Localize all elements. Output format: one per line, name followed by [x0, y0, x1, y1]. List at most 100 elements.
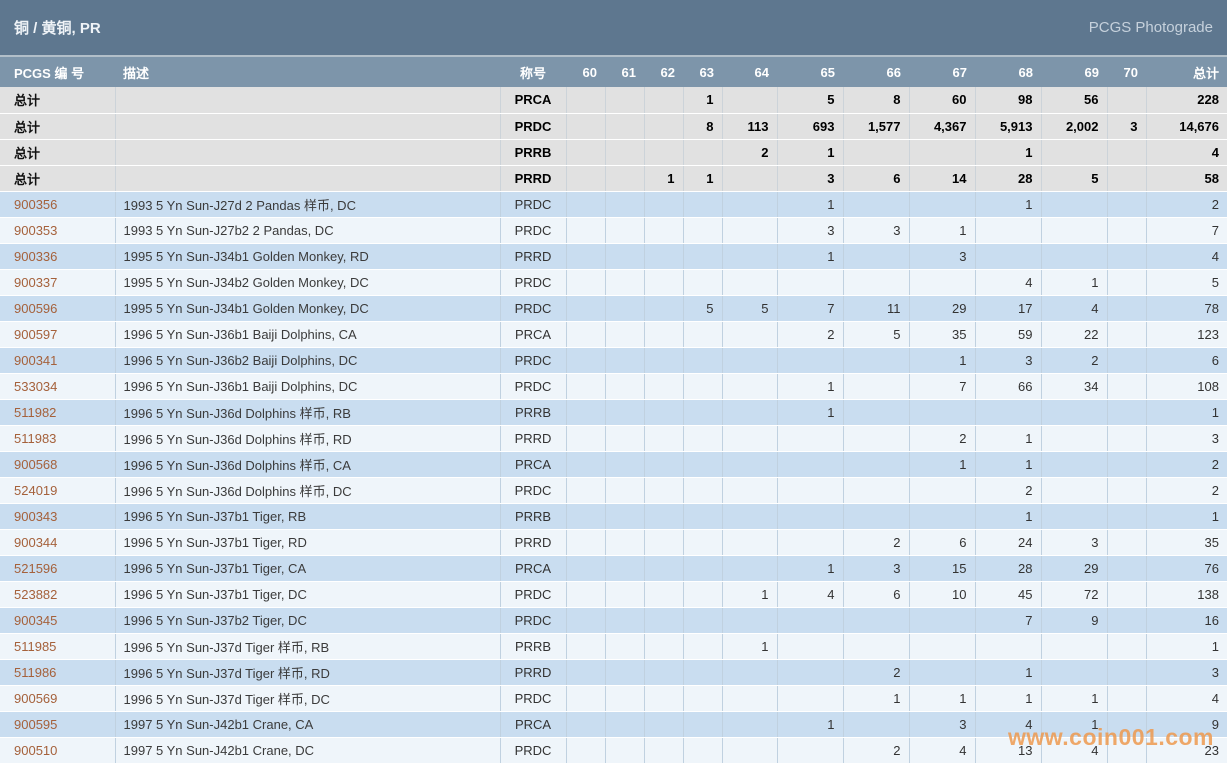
row-total-cell: 14,676: [1145, 113, 1227, 140]
total-row-prdc: 总计 PRDC 8 113 693 1,577 4,367 5,913 2,002 3 14,676: [0, 113, 1227, 140]
pcgs-number-link[interactable]: 900356: [0, 191, 115, 218]
grade-70-cell: [1106, 685, 1146, 712]
pcgs-number-link[interactable]: 511983: [0, 425, 115, 452]
grade-64-cell: [721, 737, 777, 764]
grade-67-cell: [908, 139, 975, 166]
description-cell: 1996 5 Yn Sun-J36b1 Baiji Dolphins, DC: [114, 373, 500, 400]
description-cell: 1995 5 Yn Sun-J34b1 Golden Monkey, DC: [114, 295, 500, 322]
table-row: 900597 1996 5 Yn Sun-J36b1 Baiji Dolphins…: [0, 321, 1227, 348]
col-header-grade-62: 62: [644, 57, 683, 87]
grade-66-cell: 6: [842, 581, 909, 608]
total-row-prrd: 总计 PRRD 1 1 3 6 14 28 5 58: [0, 165, 1227, 192]
description-cell: 1996 5 Yn Sun-J37b1 Tiger, DC: [114, 581, 500, 608]
pcgs-number-link[interactable]: 900568: [0, 451, 115, 478]
grade-65-cell: 4: [776, 581, 843, 608]
pcgs-number-link[interactable]: 900353: [0, 217, 115, 244]
grade-62-cell: [643, 581, 683, 608]
grade-63-cell: [682, 399, 722, 426]
description-cell: 1996 5 Yn Sun-J37b1 Tiger, RB: [114, 503, 500, 530]
grade-60-cell: [565, 165, 605, 192]
grade-61-cell: [604, 503, 644, 530]
grade-65-cell: 1: [776, 555, 843, 582]
pcgs-number-link[interactable]: 533034: [0, 373, 115, 400]
description-cell: 1996 5 Yn Sun-J37b2 Tiger, DC: [114, 607, 500, 634]
designation-cell: PRCA: [499, 451, 566, 478]
grade-61-cell: [604, 451, 644, 478]
grade-67-cell: 1: [908, 685, 975, 712]
grade-70-cell: [1106, 347, 1146, 374]
grade-62-cell: [643, 633, 683, 660]
grade-62-cell: [643, 555, 683, 582]
grade-62-cell: 1: [643, 165, 683, 192]
row-total-cell: 3: [1145, 659, 1227, 686]
pcgs-number-link[interactable]: 900341: [0, 347, 115, 374]
row-total-cell: 1: [1145, 633, 1227, 660]
grade-70-cell: [1106, 217, 1146, 244]
grade-62-cell: [643, 425, 683, 452]
grade-60-cell: [565, 113, 605, 140]
pcgs-number-link[interactable]: 900569: [0, 685, 115, 712]
pcgs-number-link[interactable]: 900510: [0, 737, 115, 764]
grade-67-cell: 4,367: [908, 113, 975, 140]
designation-cell: PRCA: [499, 711, 566, 738]
grade-67-cell: 10: [908, 581, 975, 608]
grade-63-cell: 1: [682, 165, 722, 192]
grade-66-cell: 8: [842, 87, 909, 114]
pcgs-number-link[interactable]: 511982: [0, 399, 115, 426]
grade-68-cell: 59: [974, 321, 1041, 348]
grade-66-cell: [842, 269, 909, 296]
grade-68-cell: 1: [974, 139, 1041, 166]
pcgs-number-link[interactable]: 900336: [0, 243, 115, 270]
pcgs-number-link[interactable]: 900595: [0, 711, 115, 738]
grade-62-cell: [643, 685, 683, 712]
col-header-pcgs-number: PCGS 编 号: [0, 57, 115, 87]
grade-68-cell: 1: [974, 503, 1041, 530]
pcgs-number-link[interactable]: 511986: [0, 659, 115, 686]
description-cell: 1996 5 Yn Sun-J36d Dolphins 样币, DC: [114, 477, 500, 504]
pcgs-number-link[interactable]: 900344: [0, 529, 115, 556]
grade-61-cell: [604, 633, 644, 660]
description-cell: 1997 5 Yn Sun-J42b1 Crane, CA: [114, 711, 500, 738]
description-cell: 1993 5 Yn Sun-J27d 2 Pandas 样币, DC: [114, 191, 500, 218]
grade-60-cell: [565, 87, 605, 114]
pcgs-number-link[interactable]: 524019: [0, 477, 115, 504]
pcgs-number-link[interactable]: 900337: [0, 269, 115, 296]
pcgs-number-link[interactable]: 521596: [0, 555, 115, 582]
grade-68-cell: 1: [974, 191, 1041, 218]
grade-63-cell: [682, 737, 722, 764]
grade-68-cell: [974, 243, 1041, 270]
pcgs-number-link[interactable]: 523882: [0, 581, 115, 608]
table-row: 900510 1997 5 Yn Sun-J42b1 Crane, DC PRDC 2…: [0, 737, 1227, 764]
grade-68-cell: 2: [974, 477, 1041, 504]
grade-68-cell: 1: [974, 685, 1041, 712]
pcgs-number-link[interactable]: 511985: [0, 633, 115, 660]
grade-70-cell: [1106, 87, 1146, 114]
grade-63-cell: [682, 503, 722, 530]
designation-cell: PRRB: [499, 139, 566, 166]
grade-60-cell: [565, 607, 605, 634]
grade-68-cell: 28: [974, 165, 1041, 192]
grade-65-cell: [776, 347, 843, 374]
description-cell: 1996 5 Yn Sun-J37b1 Tiger, RD: [114, 529, 500, 556]
designation-cell: PRCA: [499, 87, 566, 114]
grade-66-cell: 1: [842, 685, 909, 712]
grade-63-cell: [682, 243, 722, 270]
table-row: 511986 1996 5 Yn Sun-J37d Tiger 样币, RD PRR…: [0, 659, 1227, 686]
grade-70-cell: [1106, 477, 1146, 504]
col-header-description: 描述: [115, 57, 500, 87]
pcgs-number-link[interactable]: 900596: [0, 295, 115, 322]
grade-70-cell: [1106, 607, 1146, 634]
pcgs-number-link[interactable]: 900597: [0, 321, 115, 348]
description-cell: 1997 5 Yn Sun-J42b1 Crane, DC: [114, 737, 500, 764]
grade-65-cell: 1: [776, 399, 843, 426]
pcgs-number-link[interactable]: 900345: [0, 607, 115, 634]
grade-64-cell: [721, 165, 777, 192]
grade-70-cell: [1106, 581, 1146, 608]
grade-66-cell: [842, 711, 909, 738]
pcgs-number-link[interactable]: 900343: [0, 503, 115, 530]
grade-67-cell: 15: [908, 555, 975, 582]
grade-60-cell: [565, 269, 605, 296]
pcgs-photograde-link[interactable]: PCGS Photograde: [1088, 19, 1213, 36]
description-cell: 1996 5 Yn Sun-J37b1 Tiger, CA: [114, 555, 500, 582]
